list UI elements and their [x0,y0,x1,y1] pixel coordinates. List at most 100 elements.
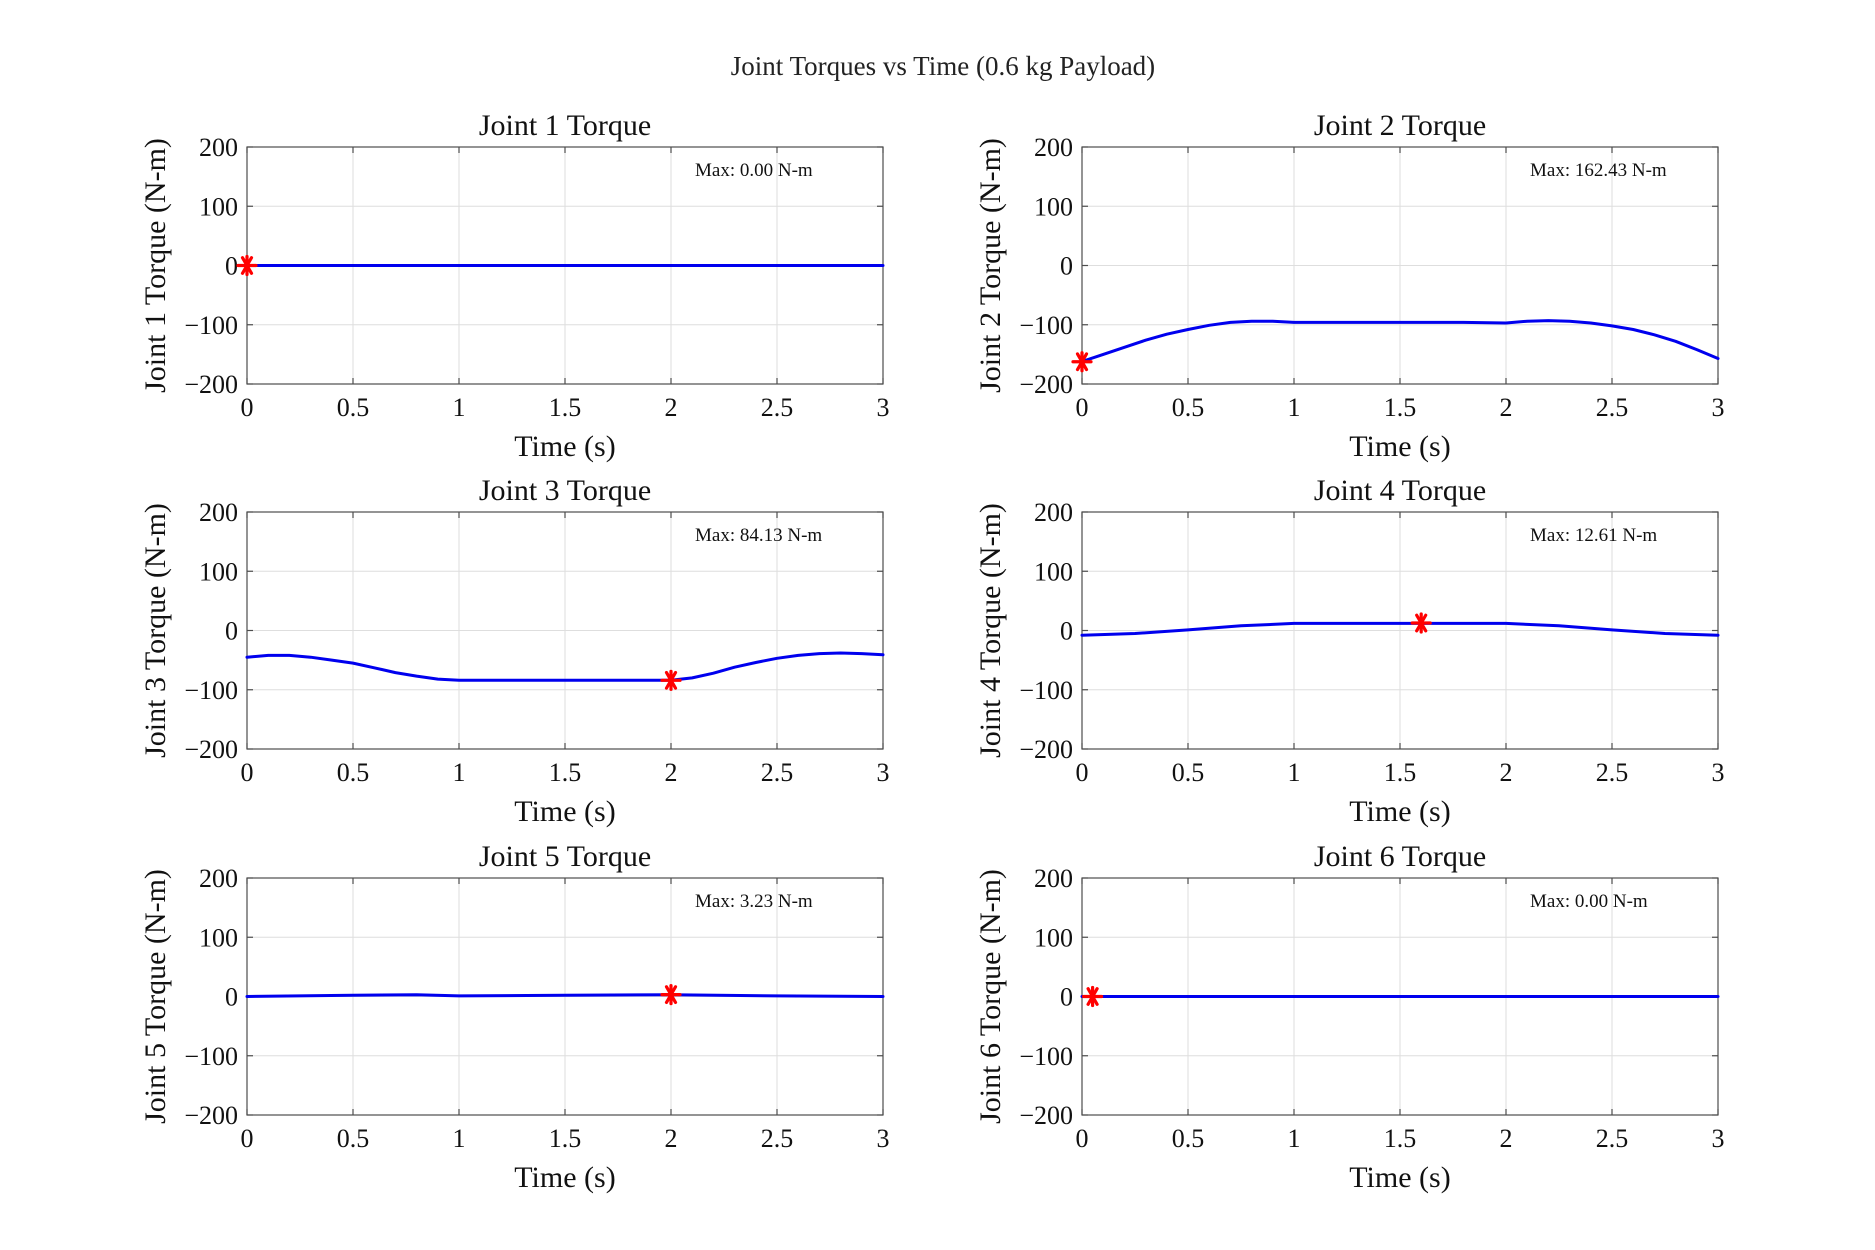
y-axis-label: Joint 5 Torque (N-m) [139,869,172,1124]
x-tick-label: 0 [241,1124,254,1153]
torque-line [245,651,885,682]
y-tick-label: −100 [184,311,238,340]
x-tick-label: 2 [1500,393,1513,422]
y-axis-label: Joint 6 Torque (N-m) [974,869,1007,1124]
x-tick-label: 0.5 [337,393,370,422]
x-tick-label: 2 [665,758,678,787]
x-tick-label: 0.5 [1172,758,1205,787]
y-tick-label: −100 [1019,311,1073,340]
x-tick-label: 1 [453,1124,466,1153]
torque-line [1080,621,1720,637]
x-tick-label: 2 [665,393,678,422]
y-tick-label: 200 [199,864,238,893]
max-annotation: Max: 84.13 N-m [695,525,822,546]
axes-frame [246,511,884,750]
x-tick-label: 0.5 [1172,1124,1205,1153]
subplot-joint-1: 0 0.5 1 1.5 2 2.5 3 200 100 0 −100 −200 Max: 0.00 N-… [139,109,890,463]
x-tick-label: 1.5 [549,393,582,422]
y-tick-label: 200 [1034,864,1073,893]
y-tick-label: −100 [1019,1042,1073,1071]
x-tick-label: 2.5 [1596,758,1629,787]
max-annotation: Max: 0.00 N-m [695,160,813,181]
max-marker [1081,985,1104,1008]
x-tick-label: 3 [877,1124,890,1153]
x-tick-label: 0 [241,758,254,787]
x-tick-label: 1 [1288,758,1301,787]
x-tick-label: 3 [877,393,890,422]
x-tick-label: 1 [1288,393,1301,422]
subplot-joint-3: 0 0.5 1 1.5 2 2.5 3 200 100 0 −100 −200 Max: 84.13 N… [139,474,890,828]
y-tick-label: 100 [199,192,238,221]
y-tick-label: 100 [1034,923,1073,952]
y-tick-label: −200 [1019,735,1073,764]
x-tick-label: 3 [1712,393,1725,422]
y-axis-label: Joint 4 Torque (N-m) [974,503,1007,758]
y-tick-label: 200 [199,498,238,527]
subplot-title: Joint 2 Torque [1314,109,1486,142]
y-tick-label: 0 [225,252,238,281]
x-tick-label: 2 [1500,1124,1513,1153]
x-tick-label: 0.5 [337,1124,370,1153]
max-marker [1071,351,1093,373]
y-tick-label: −200 [1019,1101,1073,1130]
subplot-title: Joint 6 Torque [1314,840,1486,873]
y-tick-label: 0 [1060,252,1073,281]
subplot-joint-2: 0 0.5 1 1.5 2 2.5 3 200 100 0 −100 −200 Max: 162.43 … [974,109,1725,463]
x-tick-label: 3 [1712,1124,1725,1153]
y-tick-label: 100 [199,923,238,952]
max-marker [660,984,682,1006]
max-marker [236,254,258,277]
subplot-title: Joint 5 Torque [479,840,651,873]
x-tick-label: 2.5 [1596,393,1629,422]
x-tick-label: 0 [1076,1124,1089,1153]
y-tick-label: 200 [1034,133,1073,162]
x-tick-label: 0.5 [1172,393,1205,422]
x-tick-label: 2 [1500,758,1513,787]
y-tick-label: 200 [1034,498,1073,527]
subplot-title: Joint 1 Torque [479,109,651,142]
x-tick-label: 1 [453,758,466,787]
y-axis-label: Joint 2 Torque (N-m) [974,138,1007,393]
max-marker [660,669,682,691]
x-tick-label: 1.5 [549,758,582,787]
subplot-title: Joint 4 Torque [1314,474,1486,507]
x-tick-label: 2.5 [1596,1124,1629,1153]
y-tick-label: −200 [184,370,238,399]
y-axis-label: Joint 3 Torque (N-m) [139,503,172,758]
subplot-joint-6: 0 0.5 1 1.5 2 2.5 3 200 100 0 −100 −200 Max: 0.00 N-… [974,840,1725,1194]
y-tick-label: −200 [1019,370,1073,399]
axes-frame [1081,511,1719,750]
x-tick-label: 2.5 [761,758,794,787]
x-axis-label: Time (s) [514,1161,615,1194]
x-tick-label: 0 [1076,393,1089,422]
x-tick-label: 2 [665,1124,678,1153]
y-tick-label: 0 [1060,983,1073,1012]
x-tick-label: 0 [1076,758,1089,787]
max-annotation: Max: 12.61 N-m [1530,525,1657,546]
y-tick-label: −100 [184,676,238,705]
x-tick-label: 3 [877,758,890,787]
x-tick-label: 2.5 [761,393,794,422]
figure-title: Joint Torques vs Time (0.6 kg Payload) [731,51,1155,81]
x-axis-label: Time (s) [1349,795,1450,828]
y-tick-label: −100 [184,1042,238,1071]
x-tick-label: 1 [453,393,466,422]
y-tick-label: 0 [225,983,238,1012]
x-tick-label: 1 [1288,1124,1301,1153]
x-tick-label: 0.5 [337,758,370,787]
max-annotation: Max: 3.23 N-m [695,891,813,912]
y-tick-label: −100 [1019,676,1073,705]
subplot-joint-5: 0 0.5 1 1.5 2 2.5 3 200 100 0 −100 −200 Max: 3.23 N-… [139,840,890,1194]
y-tick-label: −200 [184,1101,238,1130]
y-tick-label: 100 [1034,557,1073,586]
y-tick-label: 0 [1060,617,1073,646]
y-tick-label: 100 [1034,192,1073,221]
max-marker [1410,612,1432,634]
x-tick-label: 1.5 [1384,393,1417,422]
subplot-title: Joint 3 Torque [479,474,651,507]
x-axis-label: Time (s) [1349,430,1450,463]
subplot-joint-4: 0 0.5 1 1.5 2 2.5 3 200 100 0 −100 −200 Max: 12.61 N… [974,474,1725,828]
torque-line [245,993,885,998]
